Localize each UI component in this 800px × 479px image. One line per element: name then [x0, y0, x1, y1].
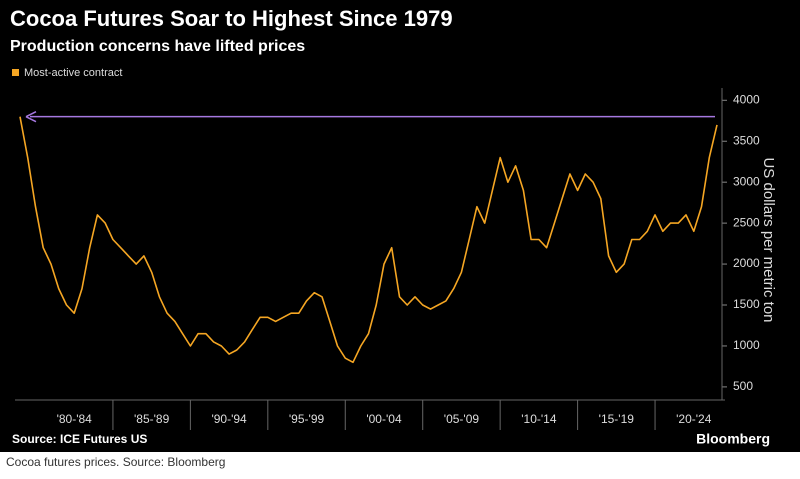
y-tick-label: 1500 — [733, 297, 760, 311]
y-tick-label: 1000 — [733, 338, 760, 352]
y-tick-label: 3000 — [733, 174, 760, 188]
x-tick-label: '90-'94 — [211, 412, 247, 426]
background — [0, 0, 800, 452]
caption: Cocoa futures prices. Source: Bloomberg — [6, 455, 225, 469]
y-tick-label: 2500 — [733, 215, 760, 229]
x-tick-label: '80-'84 — [57, 412, 93, 426]
x-tick-label: '95-'99 — [289, 412, 325, 426]
legend-label: Most-active contract — [24, 67, 122, 79]
y-tick-label: 4000 — [733, 92, 760, 106]
y-tick-label: 3500 — [733, 133, 760, 147]
y-tick-label: 2000 — [733, 256, 760, 270]
brand: Bloomberg — [696, 431, 770, 447]
source: Source: ICE Futures US — [12, 432, 147, 446]
x-tick-label: '20-'24 — [676, 412, 712, 426]
x-tick-label: '10-'14 — [521, 412, 557, 426]
x-tick-label: '00-'04 — [366, 412, 402, 426]
chart-title: Cocoa Futures Soar to Highest Since 1979 — [10, 6, 453, 31]
arrow-head — [25, 110, 37, 123]
legend-swatch — [12, 69, 19, 76]
x-tick-label: '15-'19 — [599, 412, 635, 426]
x-tick-label: '85-'89 — [134, 412, 170, 426]
chart-subtitle: Production concerns have lifted prices — [10, 38, 305, 55]
price-line — [19, 116, 718, 364]
y-tick-label: 500 — [733, 379, 753, 393]
x-tick-label: '05-'09 — [444, 412, 480, 426]
y-axis-label: US dollars per metric ton — [760, 157, 777, 322]
